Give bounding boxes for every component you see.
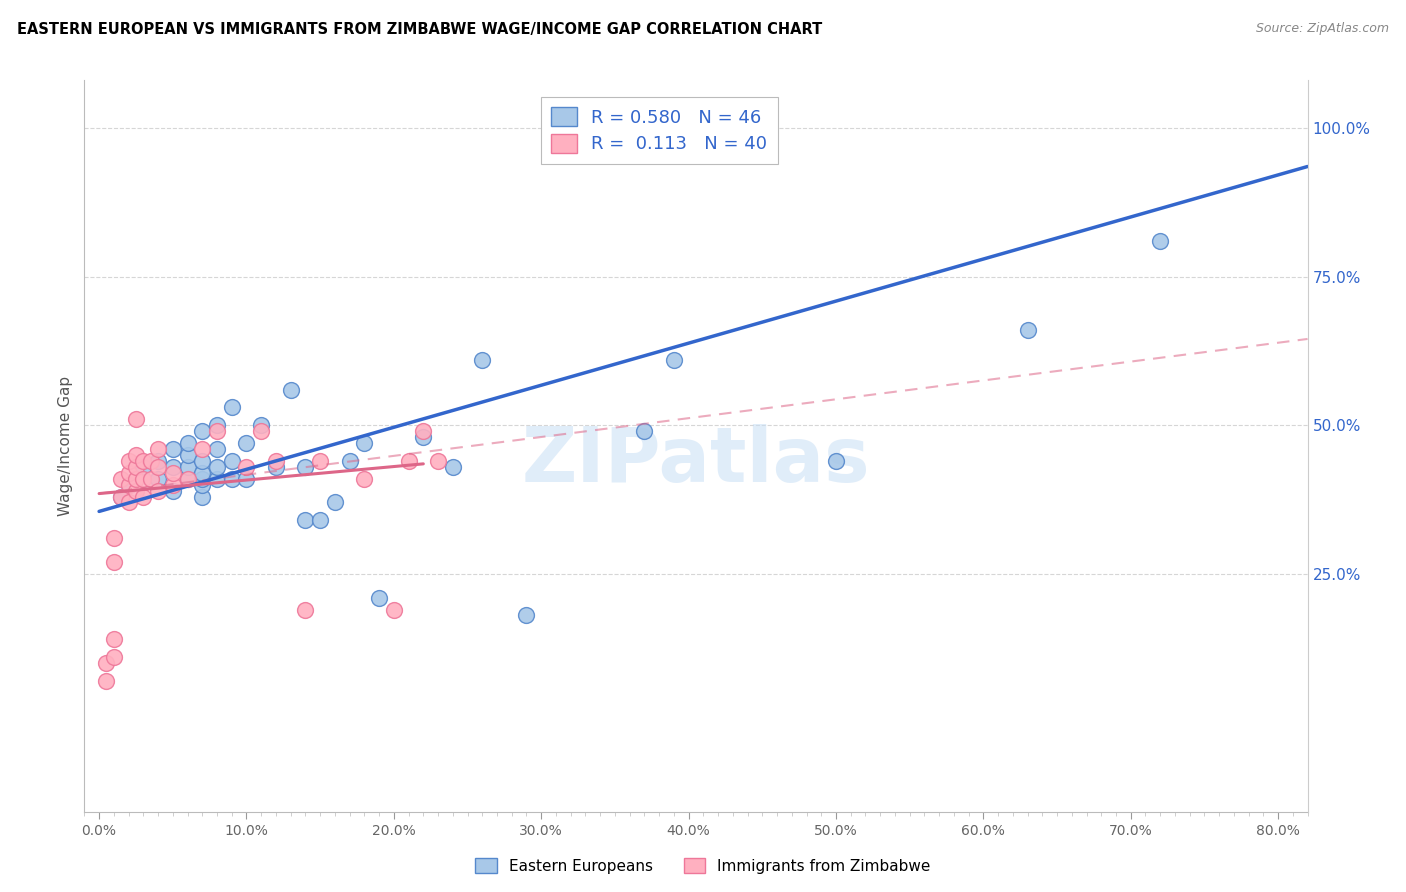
Point [191, 477, 214, 491]
Point [294, 459, 316, 474]
Point [162, 442, 184, 456]
Point [205, 472, 228, 486]
Point [176, 459, 198, 474]
Point [1017, 323, 1039, 337]
Point [125, 483, 148, 498]
Point [162, 466, 184, 480]
Point [205, 459, 228, 474]
Point [103, 650, 125, 665]
Point [162, 477, 184, 491]
Point [146, 454, 169, 468]
Point [368, 591, 391, 605]
Point [176, 448, 198, 462]
Point [221, 454, 243, 468]
Point [280, 383, 302, 397]
Point [162, 483, 184, 498]
Point [294, 602, 316, 616]
Point [250, 424, 273, 438]
Point [103, 531, 125, 545]
Point [633, 424, 655, 438]
Point [110, 490, 132, 504]
Legend: R = 0.580   N = 46, R =  0.113   N = 40: R = 0.580 N = 46, R = 0.113 N = 40 [540, 96, 778, 164]
Point [205, 418, 228, 433]
Point [427, 454, 450, 468]
Point [176, 436, 198, 450]
Point [146, 442, 169, 456]
Y-axis label: Wage/Income Gap: Wage/Income Gap [58, 376, 73, 516]
Point [117, 495, 139, 509]
Point [162, 459, 184, 474]
Point [412, 430, 434, 444]
Point [412, 424, 434, 438]
Point [117, 466, 139, 480]
Point [221, 401, 243, 415]
Point [191, 454, 214, 468]
Point [205, 442, 228, 456]
Point [191, 442, 214, 456]
Point [103, 555, 125, 569]
Point [353, 436, 375, 450]
Point [205, 424, 228, 438]
Point [132, 490, 155, 504]
Point [471, 352, 494, 367]
Point [146, 459, 169, 474]
Point [125, 472, 148, 486]
Point [103, 632, 125, 647]
Point [139, 472, 162, 486]
Point [221, 472, 243, 486]
Point [382, 602, 405, 616]
Point [117, 477, 139, 491]
Text: Source: ZipAtlas.com: Source: ZipAtlas.com [1256, 22, 1389, 36]
Point [117, 454, 139, 468]
Point [353, 472, 375, 486]
Point [110, 490, 132, 504]
Point [110, 472, 132, 486]
Point [96, 656, 118, 670]
Point [398, 454, 420, 468]
Text: ZIPatlas: ZIPatlas [522, 424, 870, 498]
Point [146, 472, 169, 486]
Point [191, 472, 214, 486]
Text: EASTERN EUROPEAN VS IMMIGRANTS FROM ZIMBABWE WAGE/INCOME GAP CORRELATION CHART: EASTERN EUROPEAN VS IMMIGRANTS FROM ZIMB… [17, 22, 823, 37]
Point [235, 436, 257, 450]
Point [309, 513, 332, 527]
Point [139, 454, 162, 468]
Point [191, 490, 214, 504]
Point [264, 459, 287, 474]
Point [1149, 234, 1171, 248]
Point [146, 483, 169, 498]
Point [264, 454, 287, 468]
Point [662, 352, 685, 367]
Point [125, 448, 148, 462]
Point [294, 513, 316, 527]
Point [132, 472, 155, 486]
Point [191, 424, 214, 438]
Point [309, 454, 332, 468]
Point [235, 472, 257, 486]
Point [132, 454, 155, 468]
Legend: Eastern Europeans, Immigrants from Zimbabwe: Eastern Europeans, Immigrants from Zimba… [470, 852, 936, 880]
Point [125, 459, 148, 474]
Point [250, 418, 273, 433]
Point [125, 412, 148, 426]
Point [825, 454, 848, 468]
Point [235, 459, 257, 474]
Point [176, 472, 198, 486]
Point [117, 477, 139, 491]
Point [339, 454, 361, 468]
Point [132, 459, 155, 474]
Point [441, 459, 464, 474]
Point [323, 495, 346, 509]
Point [96, 673, 118, 688]
Point [515, 608, 537, 623]
Point [191, 466, 214, 480]
Point [176, 472, 198, 486]
